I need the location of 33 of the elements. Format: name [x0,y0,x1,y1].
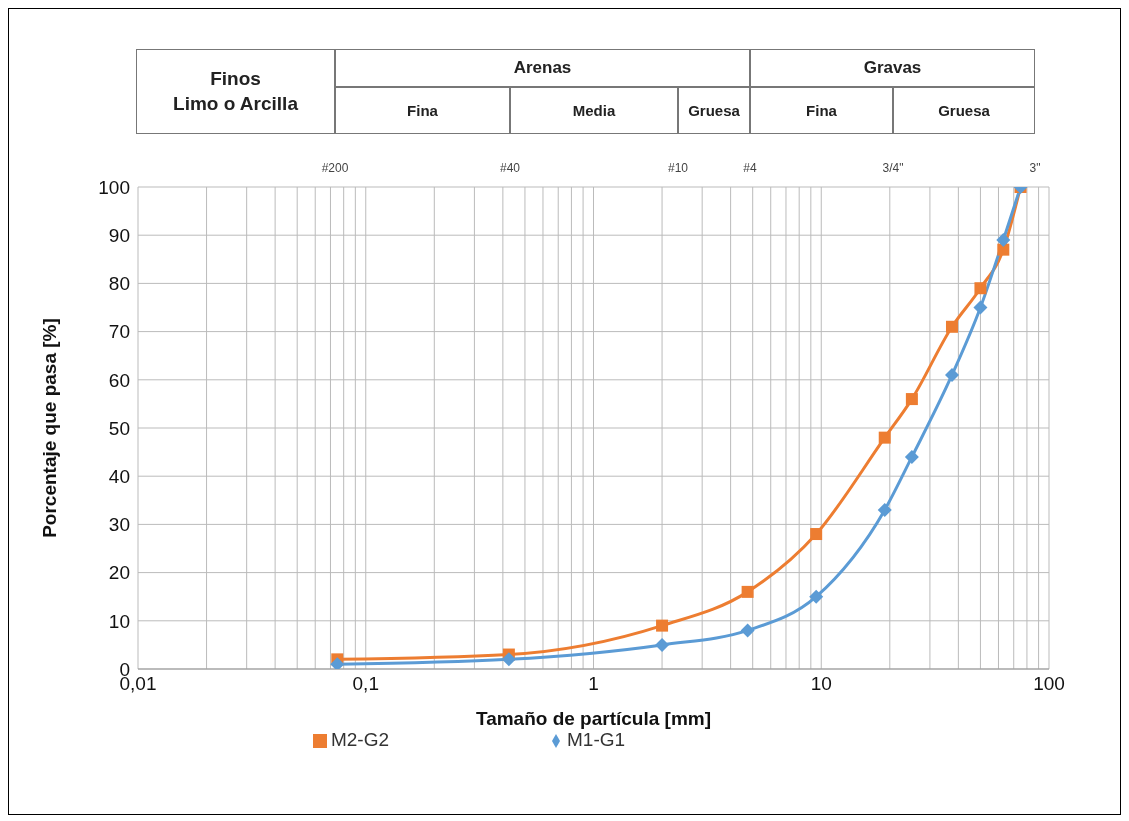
legend-label: M1-G1 [567,729,626,750]
y-tick-label: 60 [108,369,130,391]
y-tick-label: 90 [108,224,130,246]
text: Gravas [750,49,1035,87]
y-tick-label: 70 [108,321,130,343]
text: Media [510,87,678,134]
y-axis-title: Porcentaje que pasa [%] [38,318,60,538]
y-tick-label: 40 [108,465,130,487]
y-tick-label: 50 [108,417,130,439]
legend-label: M2-G2 [330,729,389,750]
y-tick-label: 100 [98,176,130,198]
x-axis-title: Tamaño de partícula [mm] [475,708,712,729]
text: #4 [742,161,758,175]
text: Fina [750,87,893,134]
text: #40 [499,161,521,175]
text: #10 [667,161,689,175]
text: 3" [1028,161,1042,175]
x-tick-label: 0,1 [352,673,379,695]
y-tick-label: 30 [108,514,130,536]
text: Finos [210,67,261,89]
text: #200 [320,161,350,175]
y-tick-label: 80 [108,273,130,295]
text: Arenas [335,49,750,87]
x-tick-label: 100 [1033,673,1065,695]
text: Gruesa [893,87,1035,134]
text: 3/4" [881,161,905,175]
text: Gruesa [678,87,750,134]
x-tick-label: 1 [588,673,599,695]
y-tick-label: 20 [108,562,130,584]
text: Limo o Arcilla [173,92,298,114]
y-tick-label: 10 [108,610,130,632]
text: Fina [335,87,510,134]
x-tick-label: 10 [810,673,832,695]
